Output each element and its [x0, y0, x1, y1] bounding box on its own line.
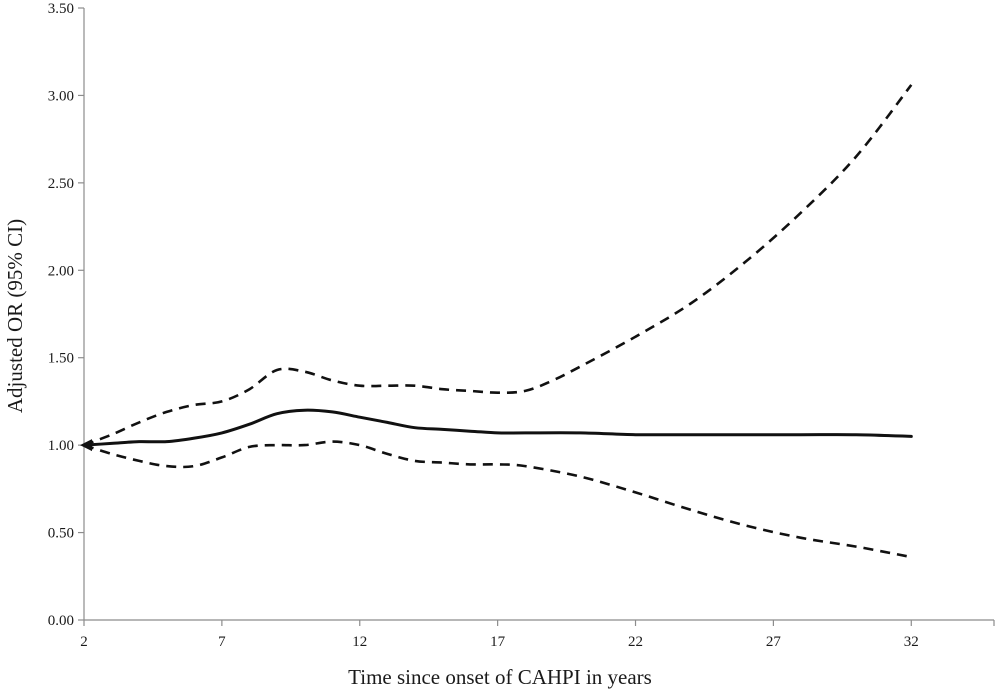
y-tick-label: 2.00	[48, 263, 74, 279]
x-tick-label: 22	[628, 634, 643, 650]
y-axis: 0.00 0.50 1.00 1.50 2.00 2.50 3.00 3.50	[48, 1, 85, 629]
x-tick-label: 32	[904, 634, 919, 650]
y-tick-label: 1.00	[48, 438, 74, 454]
series-group	[80, 84, 913, 559]
series-lower-ci-line	[83, 440, 912, 559]
y-tick-label: 2.50	[48, 176, 74, 192]
x-tick-label: 7	[218, 634, 226, 650]
x-tick-label: 17	[490, 634, 506, 650]
x-axis-title: Time since onset of CAHPI in years	[348, 665, 652, 689]
series-upper-ci-line	[83, 84, 913, 447]
x-axis: 2 7 12 17 22 27 32	[80, 619, 995, 650]
y-tick-label: 3.00	[48, 88, 74, 104]
y-tick-label: 0.50	[48, 526, 74, 542]
series-estimate-line	[82, 408, 913, 447]
y-tick-label: 1.50	[48, 351, 74, 367]
origin-marker	[80, 439, 92, 452]
x-tick-label: 12	[352, 634, 367, 650]
x-tick-label: 2	[80, 634, 88, 650]
x-tick-label: 27	[766, 634, 782, 650]
y-tick-label: 3.50	[48, 1, 74, 17]
y-tick-label: 0.00	[48, 613, 74, 629]
y-axis-title: Adjusted OR (95% CI)	[3, 219, 27, 413]
